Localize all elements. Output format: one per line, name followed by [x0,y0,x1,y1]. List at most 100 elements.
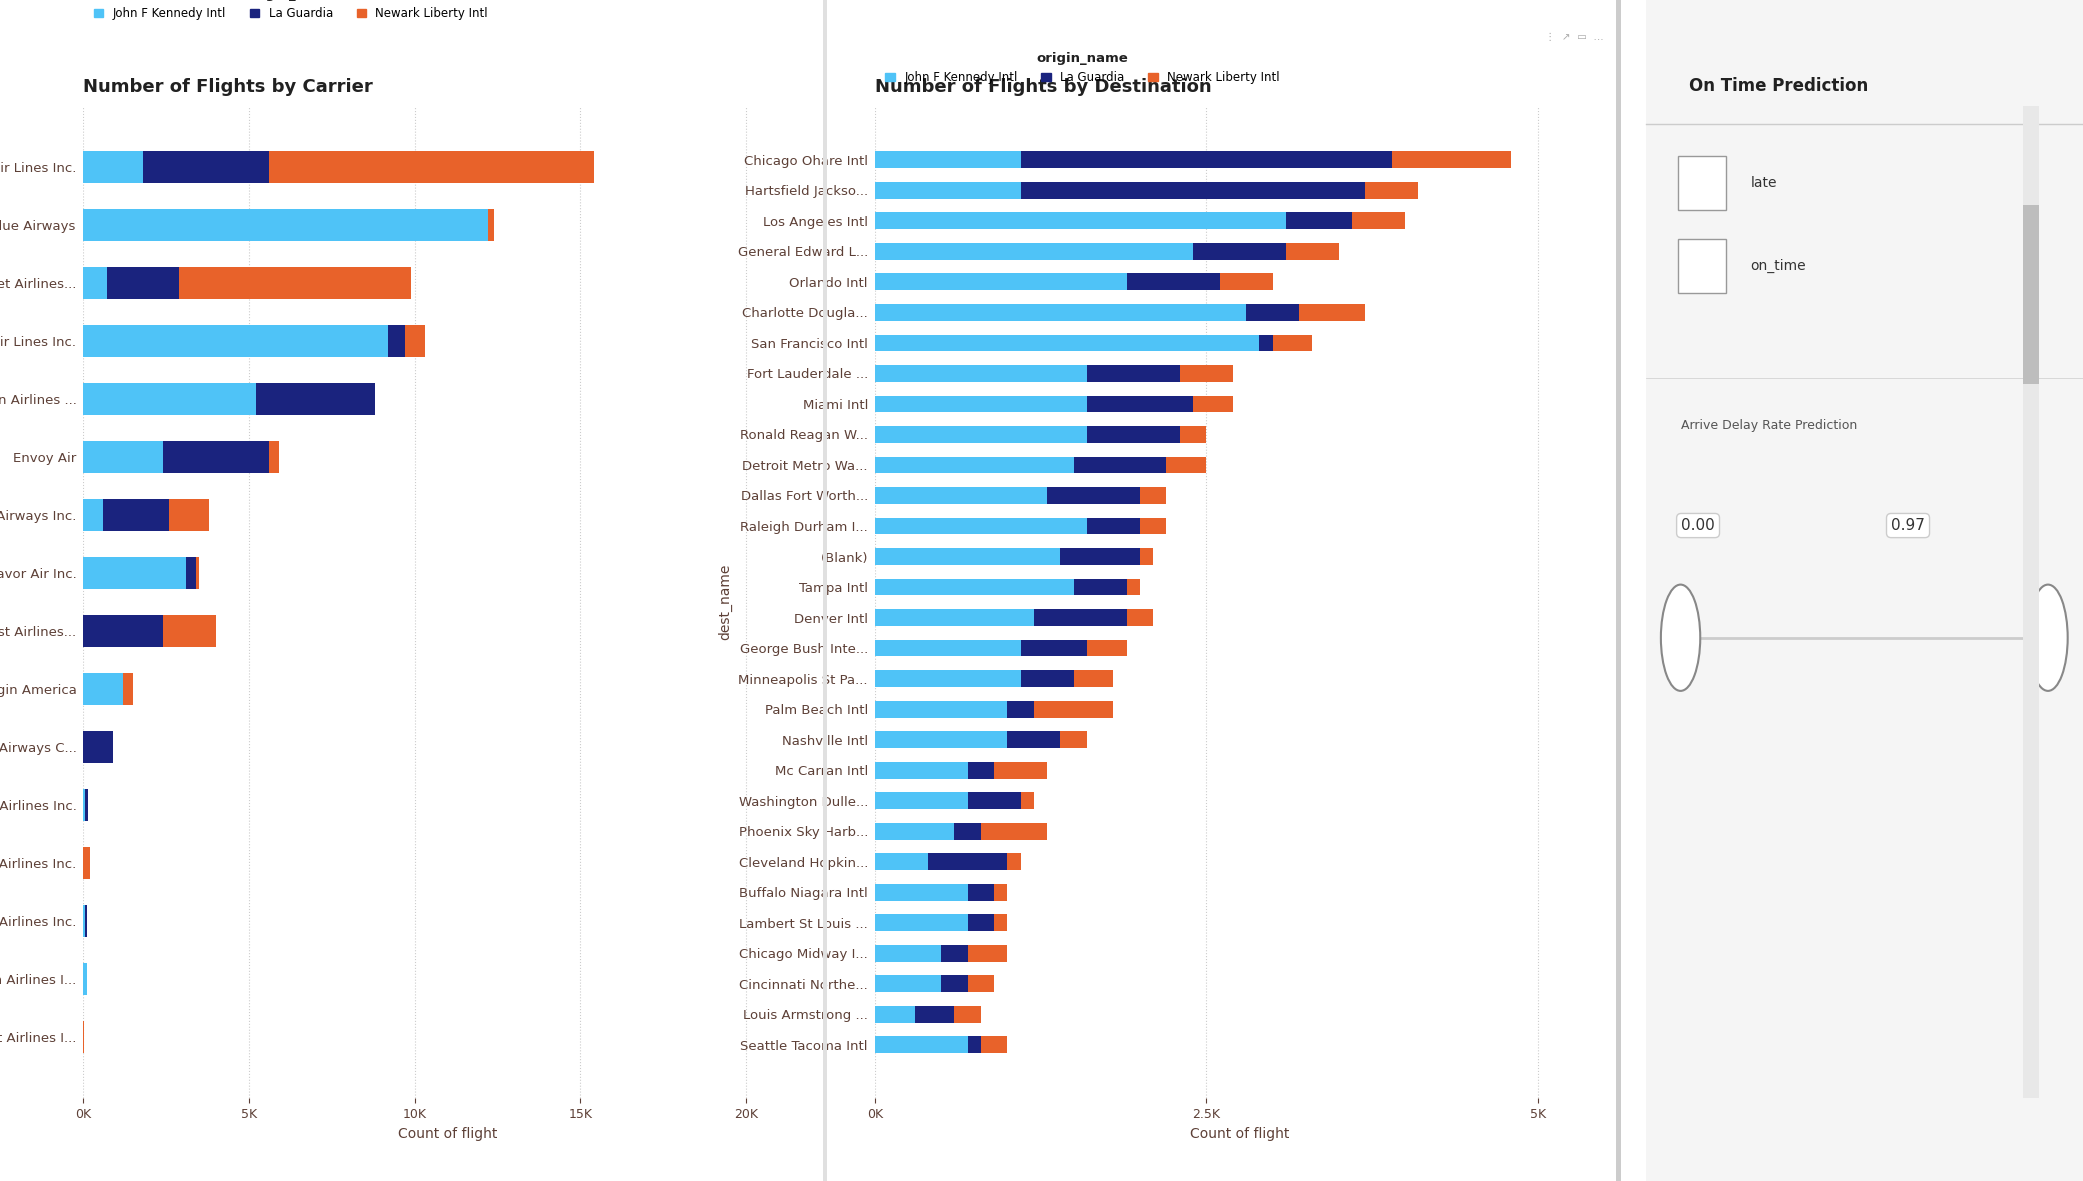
Bar [875,1037,969,1053]
Bar [969,945,1008,961]
Bar [1087,365,1179,381]
Bar [954,1006,981,1023]
Bar [83,673,123,705]
Text: Number of Flights by Carrier: Number of Flights by Carrier [83,78,373,97]
Text: Arrive Delay Rate Prediction: Arrive Delay Rate Prediction [1681,419,1856,432]
Bar [969,1037,981,1053]
Bar [875,243,1194,260]
FancyBboxPatch shape [1679,239,1727,293]
Text: 0.97: 0.97 [1891,518,1925,533]
Bar [196,557,200,589]
Bar [169,500,208,531]
Bar [875,823,954,840]
Bar [1194,243,1285,260]
Circle shape [1660,585,1700,691]
Circle shape [2029,585,2068,691]
Bar [875,670,1021,687]
Bar [1246,304,1300,321]
Bar [83,442,162,474]
Bar [1021,670,1073,687]
Bar [875,579,1073,595]
Bar [875,700,1008,718]
Bar [1179,426,1206,443]
Bar [185,557,196,589]
Bar [83,500,104,531]
FancyBboxPatch shape [2023,205,2039,384]
Bar [487,209,494,241]
Bar [1391,151,1510,168]
Bar [179,267,410,299]
Bar [994,883,1008,901]
Bar [123,673,133,705]
Bar [1008,854,1021,870]
Bar [1033,609,1127,626]
Bar [875,151,1021,168]
Bar [1087,517,1139,535]
Bar [1127,579,1139,595]
Bar [83,326,387,358]
Bar [83,847,90,879]
Bar [875,396,1087,412]
Bar [927,854,1008,870]
Bar [875,548,1060,565]
Bar [1033,700,1114,718]
Bar [875,731,1008,748]
Y-axis label: dest_name: dest_name [719,565,731,640]
Bar [269,442,279,474]
Bar [875,334,1260,351]
Bar [1127,274,1219,291]
Bar [875,945,942,961]
Bar [969,976,994,992]
Bar [1008,731,1060,748]
Bar [104,500,169,531]
Bar [1364,182,1419,198]
Text: on_time: on_time [1750,259,1806,273]
Bar [162,442,269,474]
Bar [256,384,375,416]
Bar [969,762,994,778]
Bar [1139,487,1166,504]
Bar [1087,396,1194,412]
Text: 0.00: 0.00 [1681,518,1714,533]
Bar [994,762,1048,778]
Bar [1021,151,1391,168]
Text: late: late [1750,176,1777,190]
Bar [1073,670,1114,687]
Bar [875,213,1285,229]
X-axis label: Count of flight: Count of flight [398,1127,498,1141]
Bar [85,789,87,821]
Bar [1021,640,1087,657]
Bar [1021,182,1364,198]
Bar [83,731,112,763]
Bar [942,976,969,992]
Bar [1352,213,1406,229]
Bar [404,326,425,358]
Bar [875,182,1021,198]
Bar [981,1037,1008,1053]
Text: On Time Prediction: On Time Prediction [1689,77,1868,94]
Bar [875,517,1087,535]
Bar [875,976,942,992]
Bar [162,615,217,647]
Bar [1260,334,1273,351]
Legend: John F Kennedy Intl, La Guardia, Newark Liberty Intl: John F Kennedy Intl, La Guardia, Newark … [90,0,494,25]
Bar [981,823,1048,840]
Legend: John F Kennedy Intl, La Guardia, Newark Liberty Intl: John F Kennedy Intl, La Guardia, Newark … [881,47,1285,89]
Bar [83,151,144,183]
Bar [942,945,969,961]
Bar [83,267,106,299]
Bar [1179,365,1233,381]
Bar [1060,731,1087,748]
Bar [1048,487,1139,504]
Bar [875,457,1073,474]
Bar [1060,548,1139,565]
Bar [969,914,994,931]
Bar [1139,548,1154,565]
Bar [994,914,1008,931]
Bar [875,274,1127,291]
Bar [1285,213,1352,229]
Bar [969,883,994,901]
Bar [875,883,969,901]
Text: ⋮  ↗  ▭  …: ⋮ ↗ ▭ … [1546,32,1604,43]
Bar [875,1006,914,1023]
